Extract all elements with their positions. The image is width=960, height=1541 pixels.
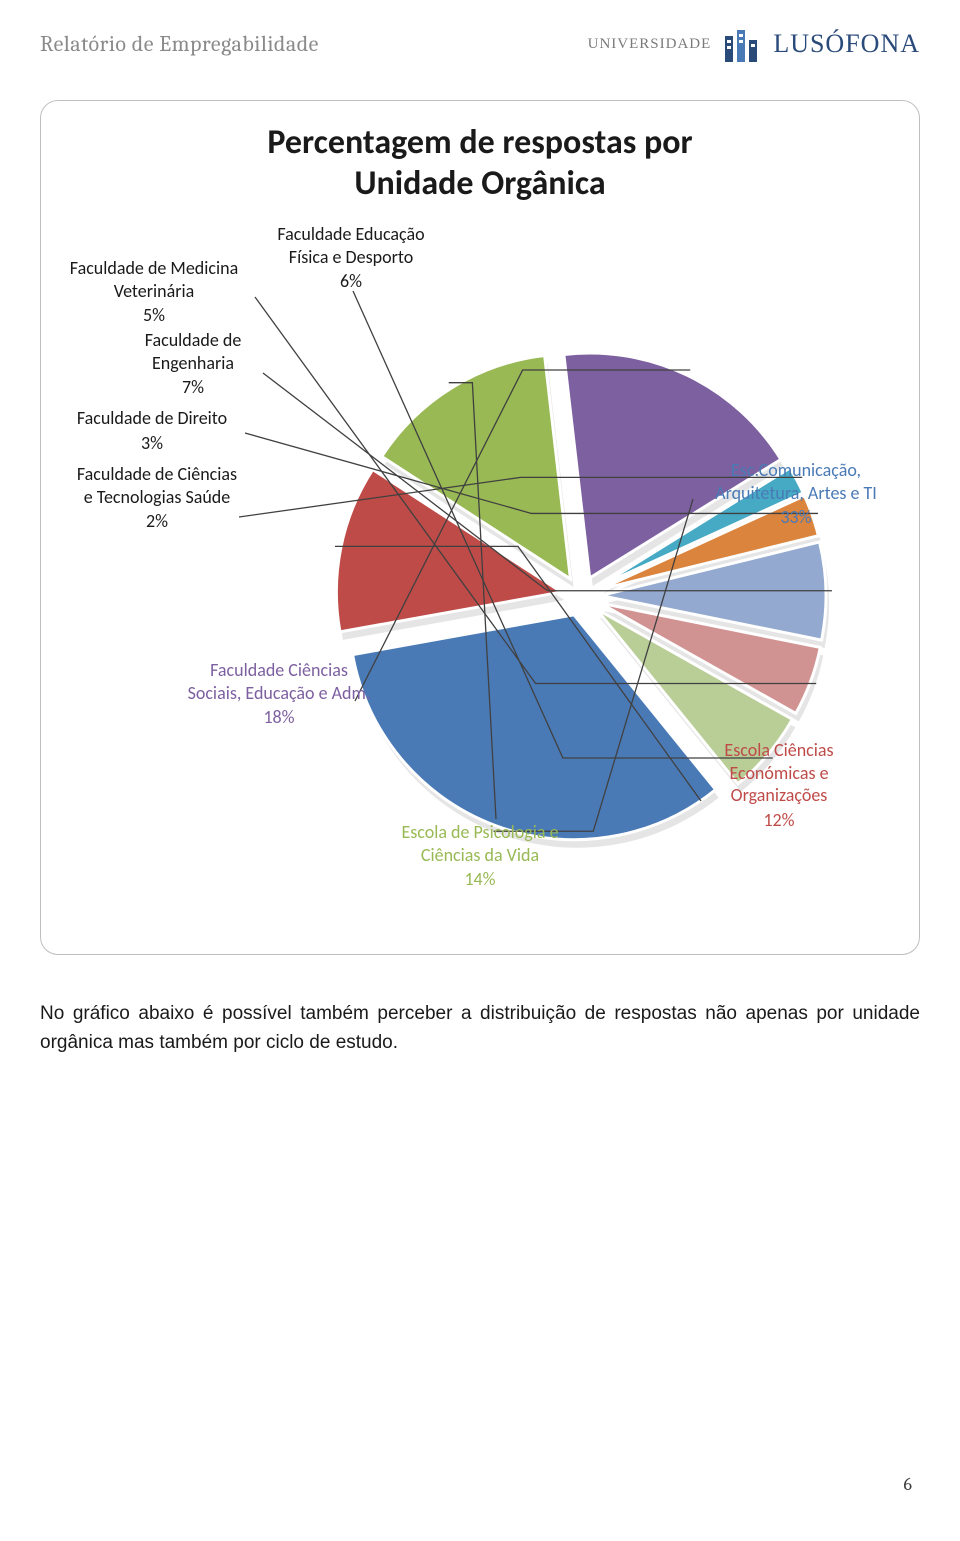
callout-direito: Faculdade de Direito 3% <box>57 407 247 454</box>
page-header: Relatório de Empregabilidade UNIVERSIDAD… <box>40 24 920 64</box>
logo-mark <box>723 24 761 64</box>
university-label: UNIVERSIDADE <box>588 36 712 53</box>
callout-desporto: Faculdade Educação Física e Desporto 6% <box>259 223 443 293</box>
page-number: 6 <box>904 1474 912 1495</box>
brand-text: LUSÓFONA <box>773 29 920 59</box>
callout-engenharia: Faculdade de Engenharia 7% <box>121 329 265 399</box>
header-title: Relatório de Empregabilidade <box>40 31 319 57</box>
callout-psicologia: Escola de Psicologia e Ciências da Vida … <box>371 821 589 891</box>
body-paragraph: No gráfico abaixo é possível também perc… <box>40 1000 920 1057</box>
header-right: UNIVERSIDADE LUSÓFONA <box>588 24 920 64</box>
callout-veterinaria: Faculdade de Medicina Veterinária 5% <box>51 257 257 327</box>
building-icon <box>723 24 761 64</box>
callout-comunicacao: Esc.Comunicação, Arquitetura, Artes e TI… <box>691 459 901 529</box>
callout-economicas: Escola Ciências Económicas e Organizaçõe… <box>691 739 867 831</box>
chart-title-line1: Percentagem de respostas por Unidade Org… <box>41 123 919 205</box>
chart-card: Percentagem de respostas por Unidade Org… <box>40 100 920 955</box>
callout-saude: Faculdade de Ciências e Tecnologias Saúd… <box>73 463 241 533</box>
callout-sociais: Faculdade Ciências Sociais, Educação e A… <box>186 659 372 729</box>
chart-title: Percentagem de respostas por Unidade Org… <box>41 123 919 205</box>
